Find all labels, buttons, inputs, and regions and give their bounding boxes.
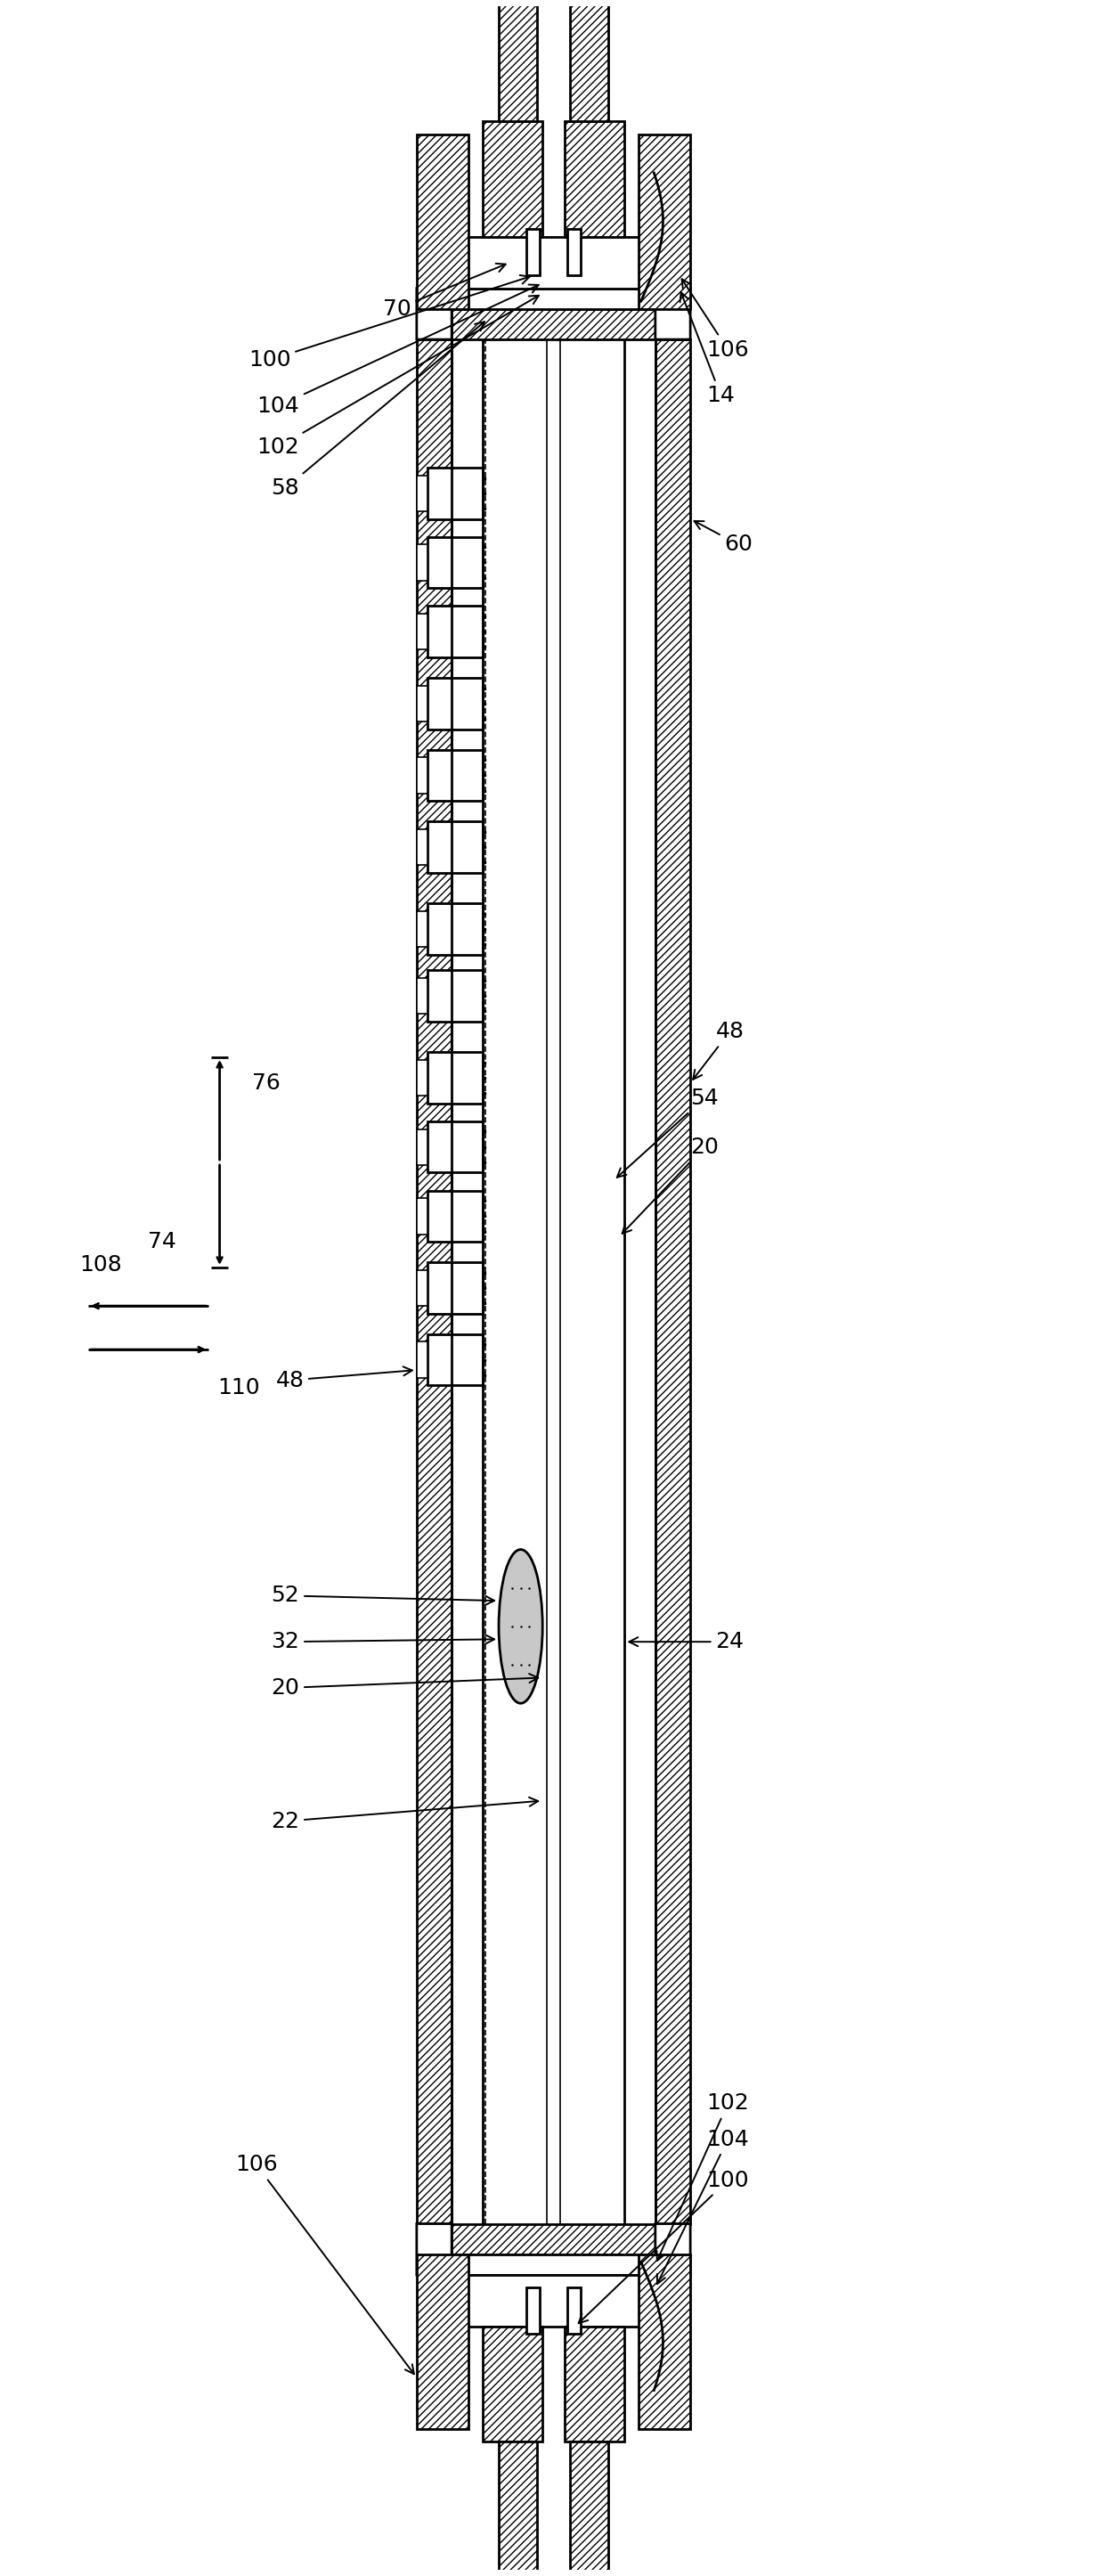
- Text: 48: 48: [693, 1020, 744, 1079]
- Polygon shape: [646, 237, 691, 340]
- Bar: [427, 750, 483, 801]
- Ellipse shape: [499, 1551, 542, 1703]
- Bar: [416, 544, 427, 580]
- Text: 104: 104: [658, 2128, 749, 2285]
- Bar: [427, 1262, 483, 1314]
- Bar: [427, 1121, 483, 1172]
- Bar: [461, 237, 646, 289]
- Bar: [452, 309, 655, 340]
- Bar: [416, 1342, 427, 1378]
- Bar: [416, 1198, 427, 1234]
- Bar: [416, 1128, 427, 1164]
- Bar: [639, 134, 691, 309]
- Text: 108: 108: [80, 1255, 122, 1275]
- Bar: [483, 2326, 542, 2442]
- Text: 106: 106: [682, 278, 749, 361]
- Bar: [427, 536, 483, 587]
- Bar: [526, 2287, 539, 2334]
- Bar: [427, 469, 483, 518]
- Bar: [570, 0, 608, 121]
- Text: 70: 70: [383, 263, 506, 319]
- Text: 58: 58: [271, 322, 485, 500]
- Text: 20: 20: [622, 1136, 718, 1234]
- Text: 100: 100: [579, 2169, 749, 2324]
- Bar: [565, 2326, 624, 2442]
- Bar: [416, 979, 427, 1015]
- Text: 110: 110: [217, 1378, 260, 1399]
- Bar: [452, 289, 655, 309]
- Polygon shape: [416, 237, 461, 340]
- Bar: [427, 822, 483, 873]
- Bar: [565, 121, 624, 237]
- Polygon shape: [646, 2223, 691, 2326]
- Bar: [416, 757, 427, 793]
- Bar: [416, 829, 427, 866]
- Bar: [427, 904, 483, 956]
- Bar: [416, 685, 427, 721]
- Bar: [461, 2275, 646, 2326]
- Bar: [416, 340, 452, 2223]
- Text: 52: 52: [271, 1584, 495, 1607]
- Text: 106: 106: [235, 2154, 414, 2375]
- Bar: [568, 2287, 581, 2334]
- Bar: [427, 1334, 483, 1386]
- Text: 54: 54: [617, 1087, 718, 1177]
- Bar: [499, 0, 537, 121]
- Text: 24: 24: [629, 1631, 744, 1651]
- Text: 74: 74: [147, 1231, 176, 1252]
- Bar: [452, 2254, 655, 2275]
- Text: 32: 32: [271, 1631, 495, 1651]
- Bar: [416, 613, 427, 649]
- Bar: [568, 229, 581, 276]
- Text: 76: 76: [252, 1072, 281, 1095]
- Bar: [416, 134, 468, 309]
- Bar: [483, 121, 542, 237]
- Bar: [655, 340, 691, 2223]
- Text: 14: 14: [680, 291, 735, 407]
- Bar: [416, 912, 427, 948]
- Text: 102: 102: [656, 2092, 749, 2262]
- Text: 100: 100: [248, 276, 529, 371]
- Bar: [416, 2254, 468, 2429]
- Text: 60: 60: [694, 520, 753, 556]
- Bar: [416, 1270, 427, 1306]
- Bar: [427, 1051, 483, 1103]
- Bar: [416, 477, 427, 510]
- Bar: [639, 2254, 691, 2429]
- Bar: [427, 1190, 483, 1242]
- Bar: [526, 229, 539, 276]
- Polygon shape: [416, 2223, 461, 2326]
- Text: 48: 48: [276, 1368, 412, 1391]
- Bar: [427, 677, 483, 729]
- Bar: [427, 605, 483, 657]
- Bar: [570, 2442, 608, 2576]
- Text: 20: 20: [271, 1674, 538, 1698]
- Bar: [427, 971, 483, 1020]
- Text: 104: 104: [257, 283, 538, 417]
- Bar: [452, 2223, 655, 2254]
- Bar: [499, 2442, 537, 2576]
- Bar: [416, 1059, 427, 1095]
- Text: 102: 102: [257, 296, 539, 459]
- Text: 22: 22: [271, 1798, 538, 1832]
